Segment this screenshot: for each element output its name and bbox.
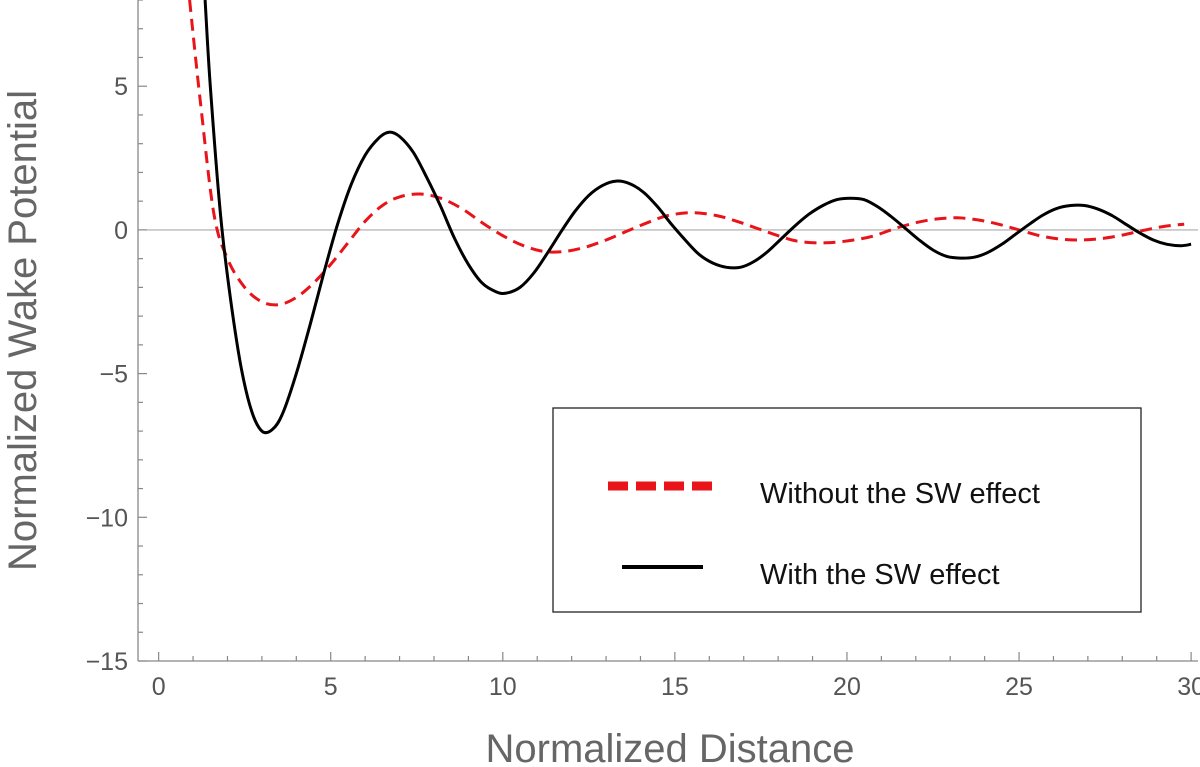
y-axis-ticks: 5 0 −5 −10 −15 — [86, 0, 147, 676]
x-tick-label: 15 — [661, 673, 689, 701]
x-tick-label: 25 — [1005, 673, 1033, 701]
y-tick-label: −15 — [86, 648, 128, 676]
x-axis-title: Normalized Distance — [485, 727, 854, 767]
y-axis-title: Normalized Wake Potential — [1, 90, 45, 571]
legend-label-without-sw: Without the SW effect — [760, 478, 1040, 510]
series-line-without-sw — [188, 0, 1185, 307]
y-tick-label: −5 — [99, 361, 128, 389]
legend: Without the SW effect With the SW effect — [552, 407, 1142, 613]
x-tick-label: 10 — [489, 673, 517, 701]
x-tick-label: 30 — [1177, 673, 1200, 701]
legend-label-with-sw: With the SW effect — [760, 559, 1000, 591]
y-tick-label: −10 — [86, 504, 128, 532]
y-tick-label: 5 — [114, 73, 128, 101]
y-tick-label: 0 — [114, 217, 128, 245]
x-tick-label: 0 — [152, 673, 166, 701]
plot-frame — [137, 0, 1198, 662]
series-line-with-sw — [203, 0, 1192, 435]
x-tick-label: 5 — [324, 673, 338, 701]
x-tick-label: 20 — [833, 673, 861, 701]
series-area — [188, 0, 1192, 435]
x-axis-ticks: 0 5 10 15 20 25 30 — [152, 652, 1200, 701]
legend-box — [552, 407, 1142, 613]
